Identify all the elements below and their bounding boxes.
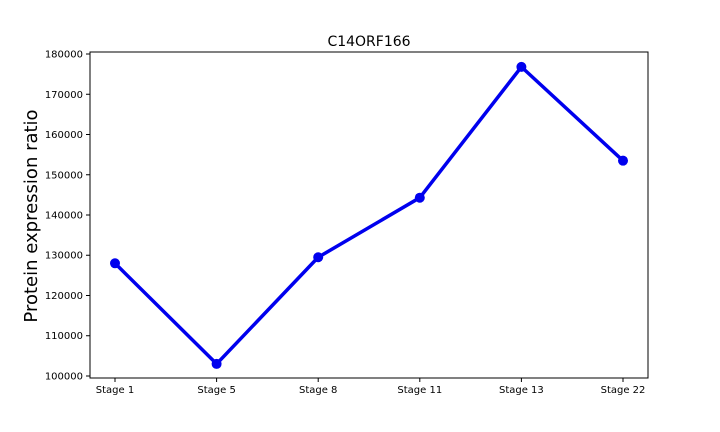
x-axis: Stage 1 Stage 5 Stage 8 Stage 11 Stage 13 Sta… (96, 378, 646, 396)
y-axis: 100000 110000 120000 130000 140000 150000 1600… (45, 50, 90, 382)
y-tick-label: 160000 (45, 130, 83, 141)
data-point (516, 61, 527, 72)
data-point (618, 155, 628, 166)
data-point (414, 192, 425, 203)
x-tick-label: Stage 22 (601, 385, 646, 396)
y-tick-label: 120000 (45, 291, 83, 302)
y-tick-label: 140000 (45, 211, 83, 222)
data-point (313, 252, 324, 263)
x-tick-label: Stage 13 (499, 385, 544, 396)
data-point (211, 358, 222, 369)
x-tick-label: Stage 11 (397, 385, 442, 396)
x-tick-label: Stage 5 (197, 385, 235, 396)
y-tick-label: 110000 (45, 331, 83, 342)
y-tick-label: 150000 (45, 170, 83, 181)
chart-title: C14ORF166 (327, 34, 410, 50)
series-group (110, 61, 628, 369)
series-line (113, 65, 625, 366)
y-tick-label: 100000 (45, 371, 83, 382)
data-point (110, 258, 120, 269)
plot-area-frame (89, 51, 649, 379)
y-axis-label: Protein expression ratio (21, 109, 42, 322)
y-tick-label: 170000 (45, 90, 83, 101)
y-tick-label: 180000 (45, 50, 83, 61)
y-tick-label: 130000 (45, 251, 83, 262)
x-tick-label: Stage 1 (96, 385, 134, 396)
x-tick-label: Stage 8 (299, 385, 337, 396)
